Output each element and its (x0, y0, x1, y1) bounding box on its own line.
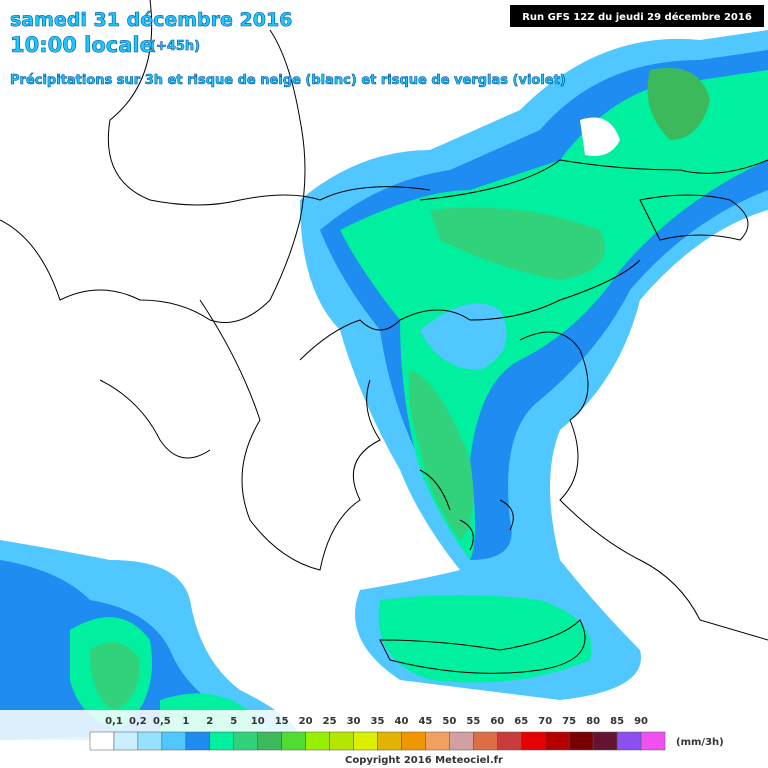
legend-swatch (233, 731, 258, 751)
legend-label: 55 (466, 716, 480, 727)
legend: 0,1 0,2 0,5 1 2 5 10 15 20 25 30 35 40 45 50 55 60 65 70 75… (89, 716, 666, 751)
legend-swatch (209, 731, 235, 751)
legend-swatch (568, 731, 594, 751)
legend-label: 5 (230, 716, 237, 727)
legend-label: 70 (538, 716, 552, 727)
legend-label: 60 (490, 716, 504, 727)
legend-swatch (377, 731, 402, 751)
legend-label: 65 (514, 716, 528, 727)
legend-swatch (257, 731, 282, 751)
subtitle: Précipitations sur 3h et risque de neige… (10, 73, 566, 88)
legend-label: 20 (299, 716, 313, 727)
legend-swatch (305, 731, 330, 751)
legend-swatch (89, 731, 115, 751)
legend-label: 1 (182, 716, 189, 727)
legend-swatch (329, 731, 354, 751)
legend-label: 15 (275, 716, 289, 727)
legend-swatch (113, 731, 139, 751)
borders (0, 0, 768, 674)
legend-label: 75 (562, 716, 576, 727)
legend-swatch (449, 731, 474, 751)
legend-label: 0,5 (153, 716, 171, 727)
legend-label: 45 (418, 716, 432, 727)
precipitation (0, 30, 768, 740)
legend-label: 0,2 (129, 716, 147, 727)
legend-label: 35 (371, 716, 385, 727)
run: Run GFS 12Z du jeudi 29 décembre 2016 (522, 11, 752, 23)
units: (mm/3h) (676, 737, 724, 748)
header: samedi 31 décembre 2016 10:00 locale (+4… (10, 5, 764, 88)
time: 10:00 locale (10, 33, 154, 57)
legend-swatch (473, 731, 498, 751)
date: samedi 31 décembre 2016 (10, 9, 292, 31)
legend-swatch (353, 731, 378, 751)
legend-swatch (616, 731, 642, 751)
legend-swatch (640, 731, 666, 751)
legend-swatch (592, 731, 618, 751)
legend-label: 25 (323, 716, 337, 727)
legend-label: 50 (442, 716, 456, 727)
legend-label: 40 (394, 716, 408, 727)
legend-swatch (544, 731, 570, 751)
legend-swatch (497, 731, 522, 751)
legend-swatch (185, 731, 211, 751)
legend-label: 10 (251, 716, 265, 727)
legend-swatch (521, 731, 546, 751)
run-box (510, 5, 764, 27)
copyright: Copyright 2016 Meteociel.fr (345, 755, 503, 766)
lead: (+45h) (150, 39, 200, 54)
legend-label: 85 (610, 716, 624, 727)
legend-label: 80 (586, 716, 600, 727)
legend-swatch (401, 731, 426, 751)
legend-label: 90 (634, 716, 648, 727)
legend-swatch (137, 731, 163, 751)
legend-swatch (161, 731, 187, 751)
legend-label: 2 (206, 716, 213, 727)
legend-label: 30 (347, 716, 361, 727)
legend-label: 0,1 (105, 716, 123, 727)
legend-swatch (281, 731, 306, 751)
legend-swatch (425, 731, 450, 751)
